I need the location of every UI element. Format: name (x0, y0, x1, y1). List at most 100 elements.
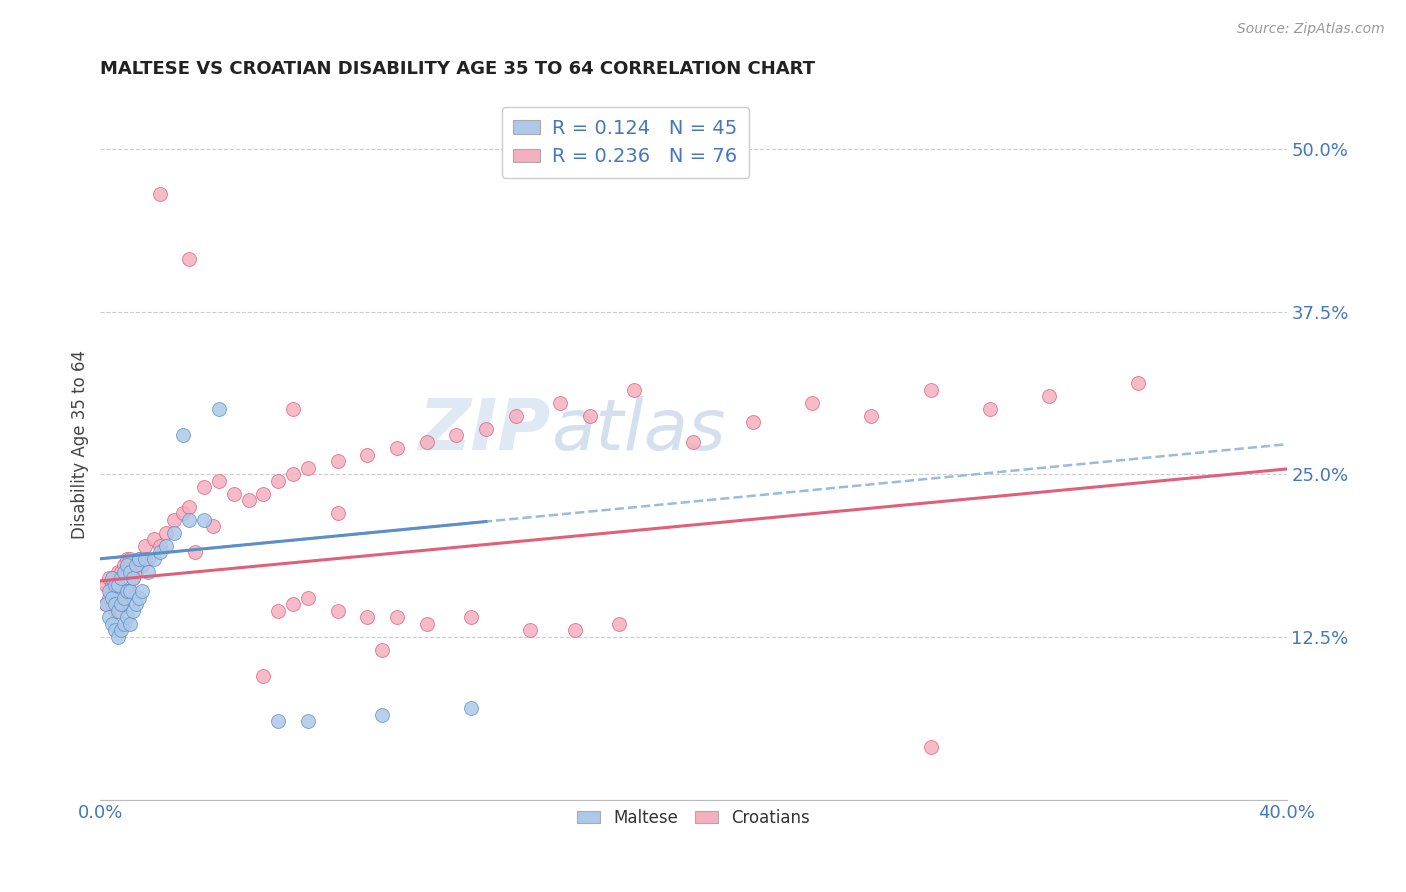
Point (356, 448, 378, 462)
Point (238, 493, 260, 508)
Point (128, 551, 150, 566)
Point (125, 597, 148, 611)
Point (101, 578, 124, 592)
Point (297, 714, 319, 729)
Y-axis label: Disability Age 35 to 64: Disability Age 35 to 64 (72, 351, 89, 540)
Point (112, 616, 135, 631)
Point (125, 565, 148, 579)
Point (519, 624, 541, 638)
Point (578, 409, 600, 423)
Point (98, 571, 121, 585)
Point (371, 643, 394, 657)
Text: ZIP: ZIP (419, 396, 551, 466)
Point (115, 558, 138, 573)
Point (101, 591, 124, 605)
Point (104, 604, 127, 618)
Point (281, 402, 304, 417)
Point (98, 610, 121, 624)
Point (107, 630, 129, 644)
Point (134, 539, 156, 553)
Point (128, 591, 150, 605)
Point (118, 584, 141, 599)
Point (385, 610, 408, 624)
Point (281, 597, 304, 611)
Point (163, 513, 186, 527)
Point (252, 669, 274, 683)
Point (107, 591, 129, 605)
Point (193, 513, 215, 527)
Point (122, 571, 145, 585)
Point (475, 422, 498, 436)
Point (128, 551, 150, 566)
Point (118, 584, 141, 599)
Point (267, 474, 290, 488)
Point (252, 486, 274, 500)
Text: Source: ZipAtlas.com: Source: ZipAtlas.com (1237, 22, 1385, 37)
Point (104, 624, 127, 638)
Point (155, 539, 177, 553)
Point (415, 616, 437, 631)
Point (163, 525, 186, 540)
Point (142, 533, 165, 547)
Point (267, 604, 290, 618)
Point (96, 597, 118, 611)
Point (96, 597, 118, 611)
Point (104, 578, 127, 592)
Point (326, 454, 349, 468)
Point (149, 187, 172, 202)
Point (98, 591, 121, 605)
Point (107, 578, 129, 592)
Point (415, 434, 437, 449)
Point (110, 597, 132, 611)
Point (110, 565, 132, 579)
Point (505, 409, 527, 423)
Point (136, 551, 159, 566)
Point (179, 500, 201, 514)
Point (115, 610, 138, 624)
Point (860, 409, 883, 423)
Point (179, 513, 201, 527)
Point (356, 610, 378, 624)
Point (623, 383, 645, 397)
Point (142, 551, 165, 566)
Point (267, 714, 290, 729)
Point (110, 624, 132, 638)
Point (172, 428, 194, 442)
Point (112, 591, 135, 605)
Point (98, 584, 121, 599)
Point (122, 604, 145, 618)
Point (125, 558, 148, 573)
Point (208, 474, 231, 488)
Point (118, 551, 141, 566)
Point (1038, 389, 1060, 403)
Point (101, 616, 124, 631)
Point (149, 539, 172, 553)
Point (112, 591, 135, 605)
Point (122, 571, 145, 585)
Point (115, 584, 138, 599)
Text: atlas: atlas (551, 396, 725, 466)
Point (112, 558, 135, 573)
Point (110, 597, 132, 611)
Point (297, 591, 319, 605)
Point (326, 604, 349, 618)
Point (548, 395, 571, 409)
Point (104, 597, 127, 611)
Point (460, 610, 482, 624)
Point (607, 616, 630, 631)
Point (134, 551, 156, 566)
Point (801, 395, 824, 409)
Point (979, 402, 1001, 417)
Point (101, 597, 124, 611)
Point (920, 740, 942, 755)
Point (172, 506, 194, 520)
Point (107, 565, 129, 579)
Point (115, 584, 138, 599)
Point (297, 460, 319, 475)
Point (281, 467, 304, 482)
Point (115, 551, 138, 566)
Point (149, 545, 172, 559)
Point (118, 565, 141, 579)
Point (112, 565, 135, 579)
Text: MALTESE VS CROATIAN DISABILITY AGE 35 TO 64 CORRELATION CHART: MALTESE VS CROATIAN DISABILITY AGE 35 TO… (100, 60, 815, 78)
